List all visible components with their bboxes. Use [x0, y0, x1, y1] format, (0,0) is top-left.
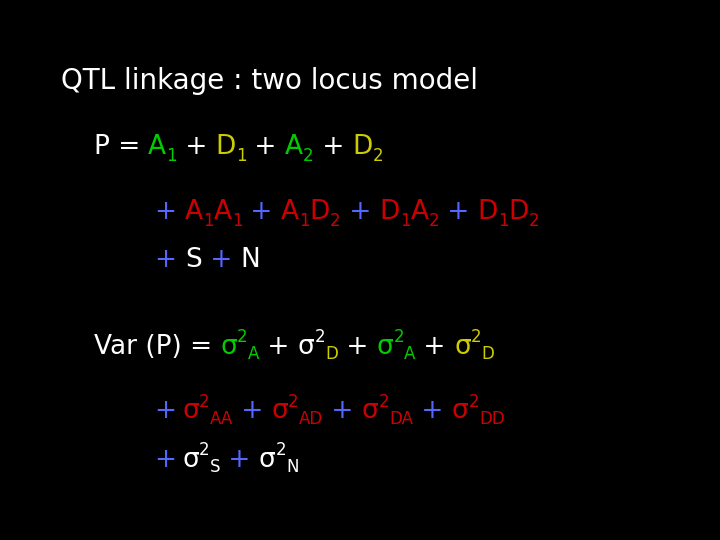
Text: σ: σ: [362, 399, 379, 424]
Text: 2: 2: [471, 328, 482, 346]
Text: AA: AA: [210, 410, 233, 428]
Text: A: A: [285, 134, 303, 160]
Text: S: S: [185, 247, 202, 273]
Text: σ: σ: [258, 447, 276, 473]
Text: 1: 1: [236, 147, 246, 165]
Text: +: +: [413, 399, 452, 424]
Text: σ: σ: [454, 334, 471, 360]
Text: +: +: [202, 247, 240, 273]
Text: 2: 2: [276, 441, 286, 459]
Text: D: D: [508, 199, 528, 225]
Text: D: D: [477, 199, 498, 225]
Text: D: D: [353, 134, 373, 160]
Text: A: A: [148, 134, 166, 160]
Text: 2: 2: [528, 212, 539, 230]
Text: +: +: [233, 399, 271, 424]
Text: D: D: [215, 134, 236, 160]
Text: 2: 2: [288, 393, 299, 410]
Text: +: +: [259, 334, 297, 360]
Text: 2: 2: [237, 328, 248, 346]
Text: +: +: [439, 199, 477, 225]
Text: +: +: [243, 199, 282, 225]
Text: σ: σ: [182, 447, 199, 473]
Text: N: N: [240, 247, 261, 273]
Text: 2: 2: [199, 393, 210, 410]
Text: Var (P) =: Var (P) =: [94, 334, 220, 360]
Text: A: A: [410, 199, 428, 225]
Text: +: +: [155, 447, 182, 473]
Text: 2: 2: [373, 147, 384, 165]
Text: 2: 2: [303, 147, 314, 165]
Text: σ: σ: [297, 334, 315, 360]
Text: 2: 2: [330, 212, 341, 230]
Text: 1: 1: [166, 147, 177, 165]
Text: +: +: [246, 134, 285, 160]
Text: 1: 1: [300, 212, 310, 230]
Text: 2: 2: [315, 328, 325, 346]
Text: D: D: [482, 345, 495, 363]
Text: 1: 1: [232, 212, 243, 230]
Text: σ: σ: [220, 334, 237, 360]
Text: σ: σ: [452, 399, 469, 424]
Text: 1: 1: [203, 212, 214, 230]
Text: 2: 2: [428, 212, 439, 230]
Text: +: +: [323, 399, 362, 424]
Text: 2: 2: [393, 328, 404, 346]
Text: 1: 1: [498, 212, 508, 230]
Text: A: A: [185, 199, 203, 225]
Text: S: S: [210, 458, 220, 476]
Text: A: A: [248, 345, 259, 363]
Text: +: +: [314, 134, 353, 160]
Text: +: +: [341, 199, 379, 225]
Text: A: A: [404, 345, 415, 363]
Text: 1: 1: [400, 212, 410, 230]
Text: +: +: [155, 247, 185, 273]
Text: +: +: [220, 447, 258, 473]
Text: σ: σ: [182, 399, 199, 424]
Text: D: D: [310, 199, 330, 225]
Text: QTL linkage : two locus model: QTL linkage : two locus model: [61, 67, 478, 95]
Text: 2: 2: [469, 393, 480, 410]
Text: N: N: [286, 458, 299, 476]
Text: 2: 2: [199, 441, 210, 459]
Text: A: A: [282, 199, 300, 225]
Text: P =: P =: [94, 134, 148, 160]
Text: A: A: [214, 199, 232, 225]
Text: D: D: [325, 345, 338, 363]
Text: 2: 2: [379, 393, 390, 410]
Text: +: +: [415, 334, 454, 360]
Text: D: D: [379, 199, 400, 225]
Text: DD: DD: [480, 410, 505, 428]
Text: σ: σ: [271, 399, 288, 424]
Text: σ: σ: [377, 334, 393, 360]
Text: +: +: [155, 399, 182, 424]
Text: DA: DA: [390, 410, 413, 428]
Text: AD: AD: [299, 410, 323, 428]
Text: +: +: [338, 334, 377, 360]
Text: +: +: [155, 199, 185, 225]
Text: +: +: [177, 134, 215, 160]
